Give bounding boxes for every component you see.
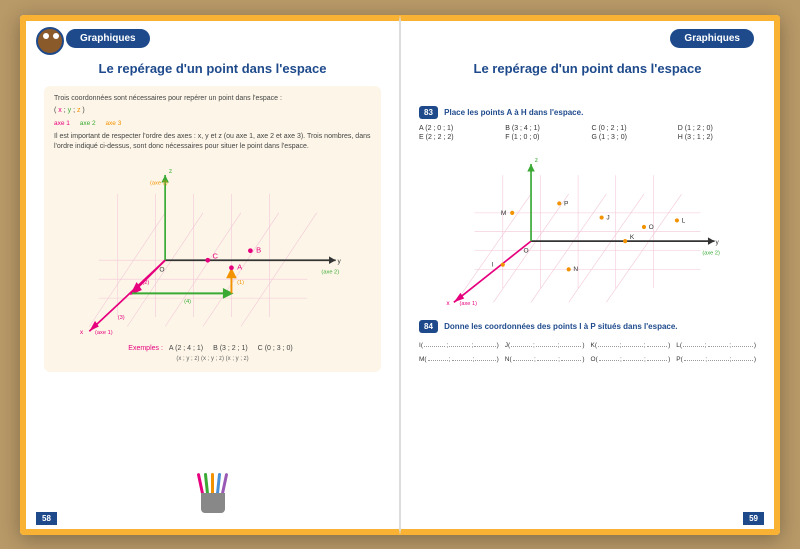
space-diagram-left: A B C z (axe 3) y (axe 2) x (axe 1) O (2… <box>54 156 371 336</box>
space-diagram-right: P M J L I N K O z y (axe 2) x (axe 1) O <box>419 147 756 307</box>
svg-text:y: y <box>716 238 720 245</box>
svg-text:C: C <box>213 251 219 260</box>
answer-field[interactable]: J(;;) <box>505 339 585 349</box>
svg-text:A: A <box>237 262 243 271</box>
svg-text:P: P <box>564 200 569 207</box>
svg-text:O: O <box>159 266 164 273</box>
svg-text:z: z <box>535 157 538 164</box>
lesson-box: Trois coordonnées sont nécessaires pour … <box>44 86 381 372</box>
page-title-right: Le repérage d'un point dans l'espace <box>419 61 756 76</box>
page-number-right: 59 <box>743 512 764 525</box>
exercise-number-84: 84 <box>419 320 438 333</box>
svg-text:x: x <box>446 300 450 307</box>
exercise-83-points: A (2 ; 0 ; 1) B (3 ; 4 ; 1) C (0 ; 2 ; 1… <box>419 125 756 141</box>
exercise-84-header: 84 Donne les coordonnées des points I à … <box>419 320 756 333</box>
answer-field[interactable]: N(;;) <box>505 353 585 363</box>
svg-text:J: J <box>606 214 609 221</box>
page-left: Graphiques Le repérage d'un point dans l… <box>20 15 400 535</box>
svg-text:x: x <box>80 329 84 336</box>
examples-row: Exemples : A (2 ; 4 ; 1) B (3 ; 2 ; 1) C… <box>54 344 371 354</box>
svg-text:N: N <box>573 266 578 273</box>
exercise-83-header: 83 Place les points A à H dans l'espace. <box>419 106 756 119</box>
exercise-84-fields: I(;;) J(;;) K(;;) L(;;) M(;;) N(;;) O(;;… <box>419 339 756 363</box>
answer-field[interactable]: P(;;) <box>676 353 756 363</box>
svg-text:(axe 2): (axe 2) <box>702 250 720 256</box>
svg-text:z: z <box>169 168 172 175</box>
page-number-left: 58 <box>36 512 57 525</box>
svg-text:(1): (1) <box>237 280 244 286</box>
svg-text:(axe 1): (axe 1) <box>460 301 478 307</box>
exercise-number-83: 83 <box>419 106 438 119</box>
answer-field[interactable]: O(;;) <box>591 353 671 363</box>
answer-field[interactable]: K(;;) <box>591 339 671 349</box>
svg-text:M: M <box>501 209 506 216</box>
pencil-cup-icon <box>193 471 233 513</box>
answer-field[interactable]: I(;;) <box>419 339 499 349</box>
svg-text:(4): (4) <box>184 299 191 305</box>
page-title-left: Le repérage d'un point dans l'espace <box>44 61 381 76</box>
section-tab-right: Graphiques <box>670 29 754 48</box>
answer-field[interactable]: M(;;) <box>419 353 499 363</box>
svg-text:B: B <box>256 245 261 254</box>
svg-text:O: O <box>649 223 654 230</box>
svg-text:I: I <box>492 261 494 268</box>
coord-prototype: ( x ; y ; z ) <box>54 106 371 116</box>
svg-text:K: K <box>630 234 635 241</box>
lesson-intro: Trois coordonnées sont nécessaires pour … <box>54 94 371 104</box>
svg-text:y: y <box>338 258 342 265</box>
section-tab: Graphiques <box>66 29 150 48</box>
owl-mascot-icon <box>36 27 64 55</box>
svg-text:(2): (2) <box>142 280 149 286</box>
axe-labels: axe 1 axe 2 axe 3 <box>54 119 371 128</box>
examples-sub: (x ; y ; z) (x ; y ; z) (x ; y ; z) <box>54 355 371 363</box>
svg-text:(axe 3): (axe 3) <box>150 180 168 186</box>
lesson-note: Il est important de respecter l'ordre de… <box>54 132 371 152</box>
svg-text:L: L <box>682 217 686 224</box>
page-right: Graphiques Le repérage d'un point dans l… <box>400 15 780 535</box>
svg-text:(3): (3) <box>118 315 125 321</box>
svg-text:(axe 2): (axe 2) <box>321 269 339 275</box>
svg-text:(axe 1): (axe 1) <box>95 330 113 336</box>
book-spread: Graphiques Le repérage d'un point dans l… <box>20 15 780 535</box>
svg-text:O: O <box>524 247 529 254</box>
answer-field[interactable]: L(;;) <box>676 339 756 349</box>
